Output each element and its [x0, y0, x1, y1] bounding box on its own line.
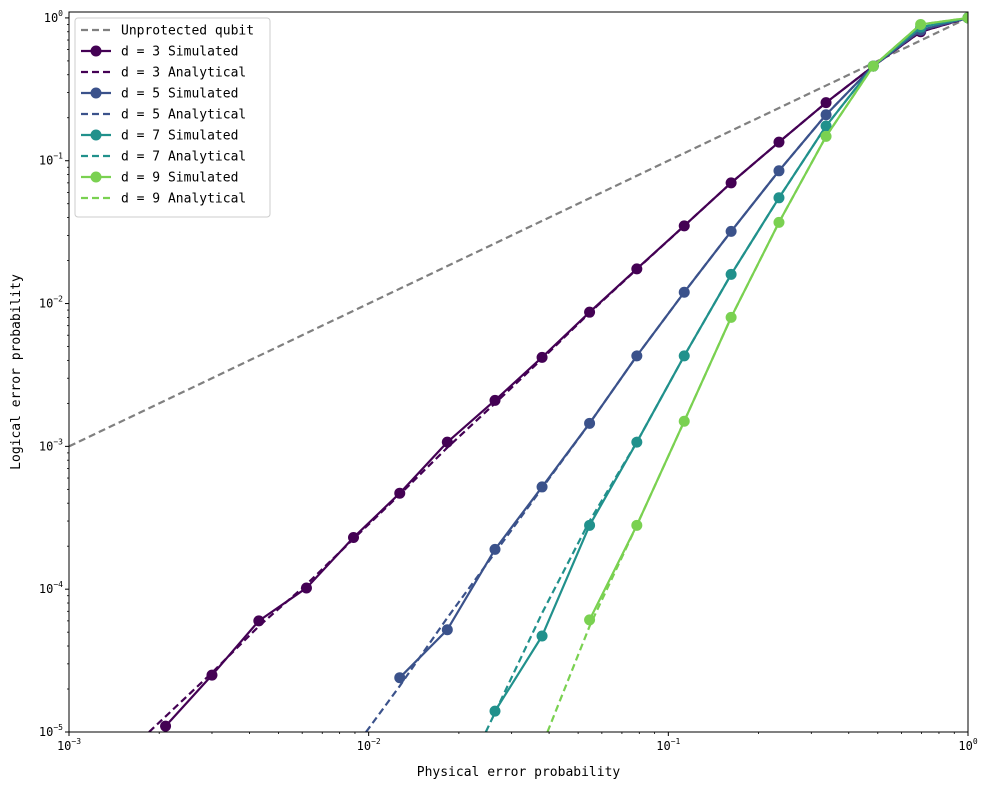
- legend-marker: [90, 45, 102, 57]
- data-point: [631, 436, 643, 448]
- legend-marker: [90, 129, 102, 141]
- data-point: [584, 614, 596, 626]
- x-axis-label: Physical error probability: [417, 765, 621, 780]
- legend-label: d = 9 Analytical: [121, 192, 246, 207]
- data-point: [489, 394, 501, 406]
- series-line: [365, 16, 968, 732]
- x-axis: 10−3 10−2 10−1 100: [57, 732, 978, 753]
- legend-label: d = 3 Analytical: [121, 66, 246, 81]
- legend-label: d = 7 Analytical: [121, 150, 246, 165]
- y-tick-label: 10−3: [39, 437, 63, 453]
- x-tick-label: 10−1: [656, 737, 680, 753]
- data-point: [678, 415, 690, 427]
- data-point: [536, 630, 548, 642]
- y-tick-label: 10−4: [39, 580, 63, 596]
- plot-series-layer: [69, 12, 968, 732]
- legend-box: [74, 17, 271, 218]
- legend-item: d = 5 Simulated: [81, 87, 238, 102]
- legend: Unprotected qubit d = 3 Simulated d = 3 An…: [74, 17, 271, 218]
- series-line: [148, 16, 968, 732]
- legend-item: d = 3 Analytical: [81, 66, 246, 81]
- x-tick-label: 10−3: [57, 737, 81, 753]
- data-point: [584, 519, 596, 531]
- legend-label: d = 5 Analytical: [121, 108, 246, 123]
- x-tick-label: 10−2: [357, 737, 381, 753]
- legend-label: d = 9 Simulated: [121, 171, 238, 186]
- x-tick-label: 100: [958, 737, 977, 753]
- legend-label: d = 7 Simulated: [121, 129, 238, 144]
- data-point: [773, 216, 785, 228]
- data-point: [300, 582, 312, 594]
- plot-frame: [68, 11, 969, 733]
- data-point: [206, 669, 218, 681]
- y-axis-label: Logical error probability: [9, 274, 24, 470]
- series-line: [546, 16, 968, 732]
- y-tick-label: 10−1: [39, 152, 63, 168]
- legend-item: d = 7 Analytical: [81, 150, 246, 165]
- data-point: [678, 350, 690, 362]
- series-unprotected-qubit: [69, 16, 968, 448]
- legend-item: d = 3 Simulated: [81, 45, 238, 60]
- series-line: [69, 16, 968, 448]
- y-axis: 10−5 10−4 10−3 10−2 10−1 100: [39, 9, 69, 739]
- series-d-5-analytical: [365, 16, 968, 732]
- y-tick-label: 100: [44, 9, 63, 25]
- legend-label: Unprotected qubit: [121, 24, 254, 39]
- data-point: [394, 672, 406, 684]
- legend-label: d = 3 Simulated: [121, 45, 238, 60]
- legend-item: d = 7 Simulated: [81, 129, 238, 144]
- data-point: [253, 615, 265, 627]
- legend-item: Unprotected qubit: [81, 24, 254, 39]
- data-point: [441, 436, 453, 448]
- y-tick-label: 10−2: [39, 295, 63, 311]
- data-point: [489, 543, 501, 555]
- legend-item: d = 9 Analytical: [81, 192, 246, 207]
- y-tick-label: 10−5: [39, 723, 63, 739]
- legend-label: d = 5 Simulated: [121, 87, 238, 102]
- legend-item: d = 5 Analytical: [81, 108, 246, 123]
- legend-marker: [90, 171, 102, 183]
- series-d-9-analytical: [546, 16, 968, 732]
- legend-marker: [90, 87, 102, 99]
- legend-item: d = 9 Simulated: [81, 171, 238, 186]
- data-point: [160, 720, 172, 732]
- series-d-3-analytical: [148, 16, 968, 732]
- data-point: [441, 624, 453, 636]
